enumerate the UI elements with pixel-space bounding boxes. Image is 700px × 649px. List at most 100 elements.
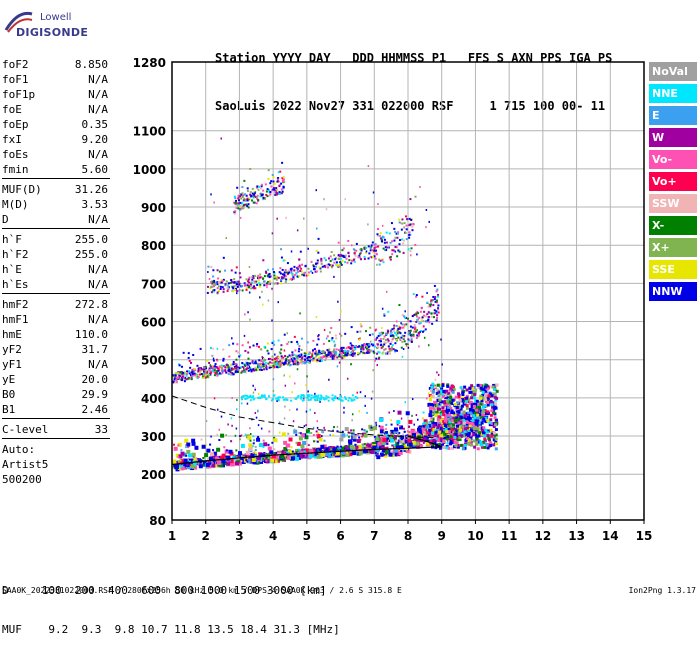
echo-point <box>284 384 287 387</box>
echo-point <box>307 274 310 277</box>
echo-point <box>195 373 198 376</box>
echo-point <box>449 430 453 434</box>
echo-point <box>421 295 424 298</box>
echo-point <box>388 350 391 353</box>
echo-point <box>394 245 397 248</box>
echo-point <box>247 278 250 281</box>
echo-point <box>317 338 320 341</box>
echo-point <box>205 419 208 422</box>
echo-point <box>483 404 487 408</box>
echo-point <box>277 171 280 174</box>
echo-point <box>241 398 244 401</box>
echo-point <box>428 220 430 223</box>
echo-point <box>276 366 279 369</box>
echo-point <box>288 437 293 442</box>
echo-point <box>316 454 321 459</box>
echo-point <box>278 396 281 399</box>
echo-point <box>484 420 488 424</box>
echo-point <box>472 439 476 443</box>
echo-point <box>343 411 345 414</box>
echo-point <box>411 229 414 232</box>
echo-point <box>243 282 246 285</box>
echo-point <box>294 363 297 366</box>
echo-point <box>335 353 338 356</box>
param-value: 8.850 <box>74 58 108 71</box>
echo-point <box>364 449 369 454</box>
echo-point <box>433 284 436 287</box>
echo-point <box>318 351 321 354</box>
echo-point <box>314 451 319 456</box>
echo-point <box>495 396 499 400</box>
param-value: 20.0 <box>81 373 109 386</box>
echo-point <box>428 432 432 436</box>
echo-point <box>270 366 273 369</box>
echo-point <box>299 454 304 459</box>
echo-point <box>430 300 433 303</box>
echo-point <box>237 284 240 287</box>
echo-point <box>236 186 239 189</box>
echo-point <box>397 431 399 434</box>
echo-point <box>434 300 437 303</box>
echo-point <box>445 389 449 393</box>
echo-point <box>178 374 181 377</box>
echo-point <box>179 372 182 375</box>
echo-point <box>195 375 198 378</box>
echo-point <box>302 360 305 363</box>
echo-point <box>241 365 244 368</box>
echo-point <box>241 186 244 189</box>
echo-point <box>253 195 256 198</box>
echo-point <box>218 372 221 375</box>
echo-point <box>279 272 282 275</box>
echo-point <box>215 365 218 368</box>
echo-point <box>249 432 252 435</box>
echo-point <box>333 354 336 357</box>
echo-point <box>300 354 303 357</box>
echo-point <box>251 276 254 279</box>
echo-point <box>329 351 332 354</box>
echo-point <box>215 371 218 374</box>
echo-point <box>268 430 271 433</box>
echo-point <box>308 432 311 435</box>
echo-point <box>363 433 368 438</box>
echo-point <box>238 366 241 369</box>
echo-point <box>350 363 352 366</box>
param-name: yF2 <box>2 343 22 356</box>
echo-point <box>473 409 476 412</box>
echo-point <box>479 394 483 398</box>
echo-point <box>307 390 309 393</box>
echo-point <box>298 353 301 356</box>
echo-point <box>454 429 457 432</box>
echo-point <box>252 368 255 371</box>
echo-point <box>188 463 191 466</box>
echo-point <box>323 352 326 355</box>
echo-point <box>284 451 287 454</box>
echo-point <box>432 295 435 298</box>
echo-point <box>280 357 283 360</box>
echo-point <box>303 352 306 355</box>
echo-point <box>252 384 254 387</box>
echo-point <box>216 447 221 452</box>
echo-point <box>356 345 359 348</box>
echo-point <box>376 336 379 339</box>
echo-point <box>378 339 381 342</box>
echo-point <box>265 271 268 274</box>
echo-point <box>349 450 352 453</box>
echo-point <box>429 417 433 421</box>
echo-point <box>388 411 390 414</box>
echo-point <box>448 437 452 441</box>
echo-point <box>273 452 276 455</box>
echo-point <box>341 357 344 360</box>
echo-point <box>356 391 359 394</box>
echo-point <box>405 343 408 346</box>
echo-point <box>252 442 255 445</box>
echo-point <box>291 354 294 357</box>
echo-point <box>328 352 331 355</box>
echo-point <box>380 446 385 451</box>
echo-point <box>415 320 418 323</box>
echo-point <box>253 194 256 197</box>
echo-point <box>395 324 398 327</box>
echo-point <box>455 429 459 433</box>
echo-point <box>375 446 378 449</box>
param-row: yE 20.0 <box>2 372 108 387</box>
echo-point <box>432 304 435 307</box>
